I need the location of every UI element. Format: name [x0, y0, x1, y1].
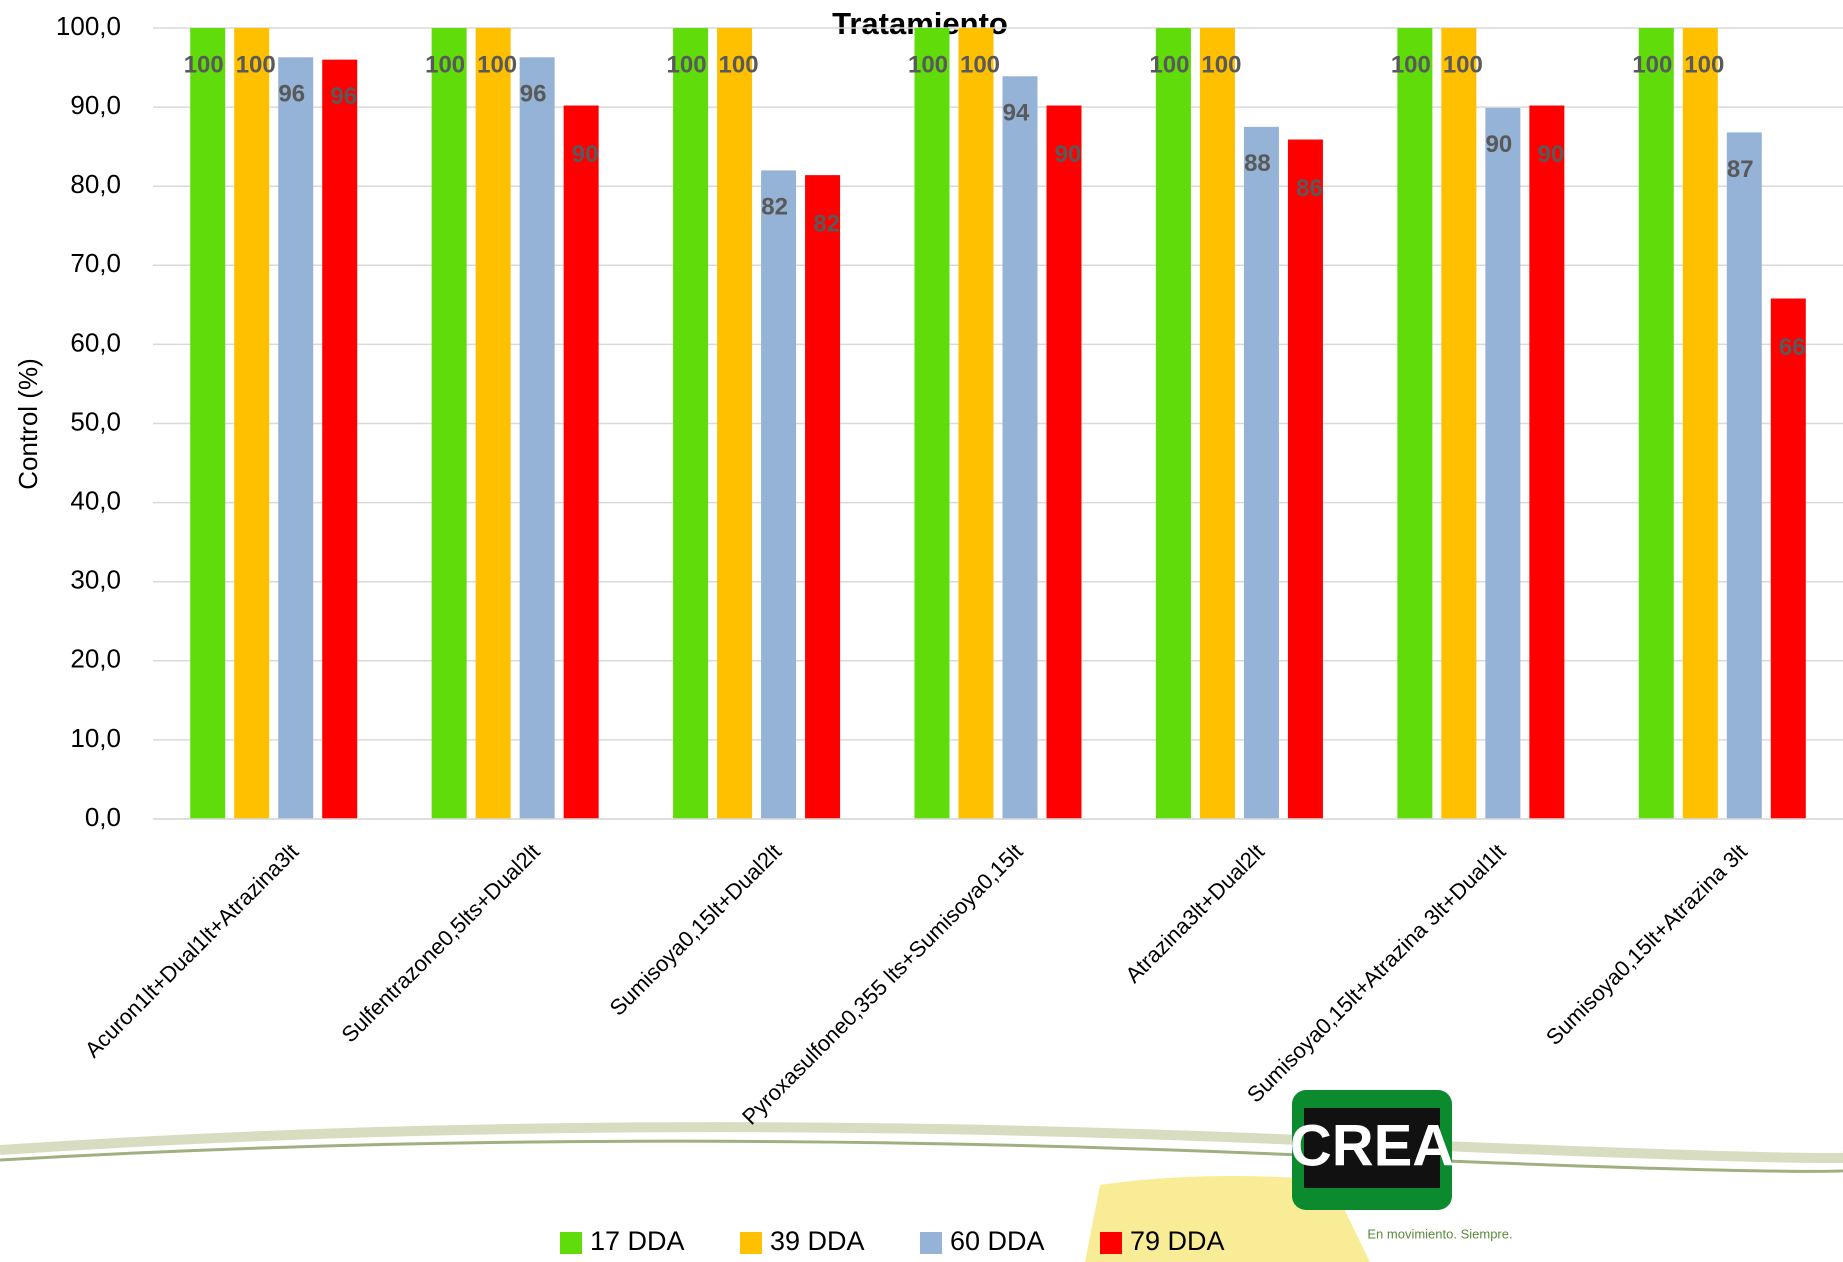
bar	[1529, 105, 1565, 819]
x-tick-label: Sumisoya0,15lt+Atrazina 3lt	[1541, 839, 1752, 1050]
x-tick-label: Sumisoya0,15lt+Dual2lt	[605, 839, 787, 1021]
bar	[1770, 298, 1806, 820]
bar	[234, 28, 270, 819]
data-label: 100	[1201, 51, 1241, 78]
legend-label: 17 DDA	[590, 1226, 685, 1256]
data-label: 87	[1727, 156, 1754, 183]
bar	[519, 57, 555, 820]
data-label: 100	[960, 51, 1000, 78]
x-tick-label: Sumisoya0,15lt+Atrazina 3lt+Dual1lt	[1242, 839, 1510, 1107]
data-label: 88	[1244, 150, 1271, 177]
bar	[673, 28, 709, 819]
data-label: 100	[667, 51, 707, 78]
y-tick-label: 60,0	[70, 327, 121, 357]
bar	[1485, 107, 1521, 820]
bar	[1243, 126, 1279, 819]
legend-swatch	[1100, 1232, 1122, 1254]
bar	[278, 57, 314, 820]
data-label: 100	[1632, 51, 1672, 78]
data-label: 100	[719, 51, 759, 78]
data-label: 100	[1149, 51, 1189, 78]
y-axis-label: Control (%)	[13, 358, 43, 489]
data-label: 100	[477, 51, 517, 78]
bar	[1397, 28, 1433, 819]
bar	[475, 28, 511, 819]
bar	[1441, 28, 1477, 819]
bar	[322, 59, 358, 819]
logo-text: CREA	[1290, 1113, 1454, 1178]
bar	[1155, 28, 1191, 819]
data-label: 90	[572, 141, 599, 168]
data-label: 100	[1391, 51, 1431, 78]
data-label: 86	[1296, 175, 1323, 202]
data-label: 82	[761, 194, 788, 221]
legend-swatch	[920, 1232, 942, 1254]
x-tick-label: Atrazina3lt+Dual2lt	[1120, 839, 1269, 988]
data-label: 100	[908, 51, 948, 78]
data-label: 100	[184, 51, 224, 78]
legend-label: 39 DDA	[770, 1226, 865, 1256]
bar	[805, 175, 841, 820]
x-tick-label: Sulfentrazone0,5lts+Dual2lt	[336, 839, 544, 1047]
bar	[958, 28, 994, 819]
data-label: 96	[520, 81, 547, 108]
bar	[563, 105, 599, 819]
y-tick-label: 90,0	[70, 90, 121, 120]
background-decoration	[0, 1090, 1843, 1262]
y-tick-label: 70,0	[70, 248, 121, 278]
data-label: 96	[278, 81, 305, 108]
y-tick-label: 10,0	[70, 723, 121, 753]
legend-label: 79 DDA	[1130, 1226, 1225, 1256]
y-tick-label: 100,0	[56, 11, 121, 41]
bar	[1199, 28, 1235, 819]
data-label: 94	[1003, 100, 1030, 127]
data-label: 100	[1684, 51, 1724, 78]
data-label: 96	[330, 83, 357, 110]
bar	[1046, 105, 1082, 819]
bar	[761, 170, 797, 819]
legend-swatch	[560, 1232, 582, 1254]
bar	[1726, 132, 1762, 820]
legend-label: 60 DDA	[950, 1226, 1045, 1256]
data-label: 100	[425, 51, 465, 78]
logo-tagline: En movimiento. Siempre.	[1367, 1226, 1512, 1241]
data-label: 90	[1486, 131, 1513, 158]
legend-swatch	[740, 1232, 762, 1254]
bar	[1002, 76, 1038, 820]
y-tick-label: 40,0	[70, 485, 121, 515]
y-tick-label: 0,0	[85, 802, 121, 832]
x-tick-label: Acuron1lt+Dual1lt+Atrazina3lt	[80, 839, 303, 1062]
bar	[1682, 28, 1718, 819]
y-tick-label: 80,0	[70, 169, 121, 199]
bar	[431, 28, 467, 819]
bar	[914, 28, 950, 819]
bar	[717, 28, 753, 819]
data-label: 66	[1779, 334, 1806, 361]
data-label: 90	[1055, 141, 1082, 168]
y-tick-label: 50,0	[70, 406, 121, 436]
data-label: 100	[1443, 51, 1483, 78]
bar	[190, 28, 226, 819]
data-label: 82	[813, 210, 840, 237]
bar	[1638, 28, 1674, 819]
bar	[1287, 139, 1323, 819]
y-tick-label: 20,0	[70, 644, 121, 674]
x-tick-label: Pyroxasulfone0,355 lts+Sumisoya0,15lt	[737, 839, 1028, 1130]
data-label: 100	[236, 51, 276, 78]
data-label: 90	[1538, 141, 1565, 168]
y-tick-label: 30,0	[70, 565, 121, 595]
